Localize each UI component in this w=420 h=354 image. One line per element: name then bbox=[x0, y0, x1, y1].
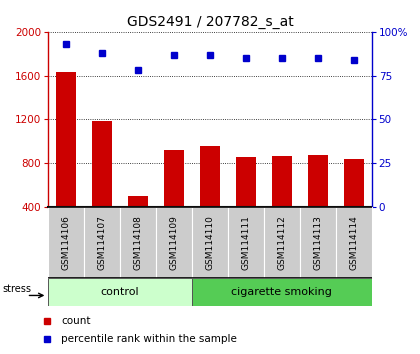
Bar bbox=[228, 207, 264, 278]
Bar bbox=[272, 156, 292, 207]
Title: GDS2491 / 207782_s_at: GDS2491 / 207782_s_at bbox=[126, 16, 294, 29]
Bar bbox=[264, 207, 300, 278]
Text: GSM114107: GSM114107 bbox=[98, 215, 107, 270]
Bar bbox=[192, 279, 372, 306]
Text: GSM114113: GSM114113 bbox=[313, 215, 322, 270]
Bar bbox=[164, 150, 184, 207]
Text: GSM114111: GSM114111 bbox=[241, 215, 250, 270]
Text: control: control bbox=[101, 287, 139, 297]
Bar bbox=[308, 154, 328, 207]
Bar bbox=[120, 207, 156, 278]
Text: GSM114112: GSM114112 bbox=[277, 215, 286, 270]
Bar bbox=[84, 207, 120, 278]
Text: GSM114114: GSM114114 bbox=[349, 215, 358, 270]
Bar bbox=[92, 121, 112, 207]
Text: GSM114110: GSM114110 bbox=[205, 215, 215, 270]
Text: stress: stress bbox=[3, 284, 31, 294]
Bar bbox=[236, 157, 256, 207]
Bar bbox=[56, 72, 76, 207]
Bar bbox=[200, 146, 220, 207]
Bar bbox=[336, 207, 372, 278]
Bar bbox=[344, 159, 364, 207]
Bar bbox=[300, 207, 336, 278]
Text: percentile rank within the sample: percentile rank within the sample bbox=[61, 334, 237, 344]
Bar bbox=[48, 279, 192, 306]
Text: GSM114108: GSM114108 bbox=[134, 215, 143, 270]
Text: count: count bbox=[61, 316, 91, 326]
Bar bbox=[156, 207, 192, 278]
Bar bbox=[128, 196, 148, 207]
Text: GSM114109: GSM114109 bbox=[170, 215, 178, 270]
Bar bbox=[48, 207, 84, 278]
Text: cigarette smoking: cigarette smoking bbox=[231, 287, 332, 297]
Bar bbox=[192, 207, 228, 278]
Text: GSM114106: GSM114106 bbox=[62, 215, 71, 270]
